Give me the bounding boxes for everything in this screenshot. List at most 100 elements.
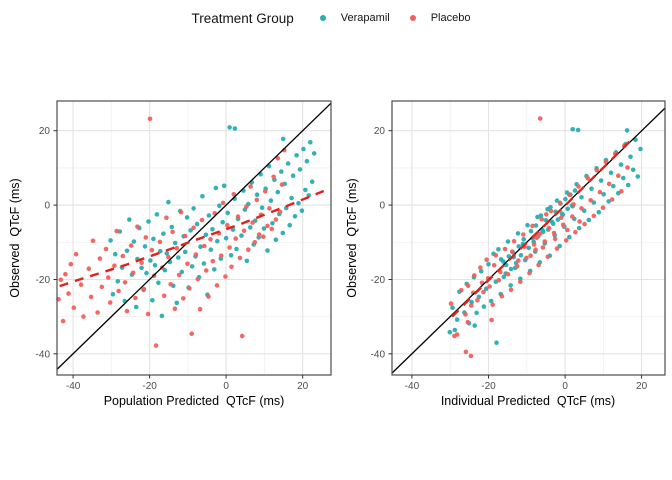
point-placebo xyxy=(95,310,100,315)
point-verapamil xyxy=(296,200,301,206)
point-verapamil xyxy=(308,140,313,145)
point-verapamil xyxy=(221,183,227,189)
point-placebo xyxy=(540,245,546,250)
point-verapamil xyxy=(515,231,521,236)
point-placebo xyxy=(567,192,572,197)
point-placebo xyxy=(265,223,270,229)
point-placebo xyxy=(252,240,258,245)
point-placebo xyxy=(544,212,549,217)
point-verapamil xyxy=(265,248,270,253)
point-placebo xyxy=(133,295,138,301)
point-verapamil xyxy=(279,169,284,174)
point-placebo xyxy=(130,270,136,276)
point-placebo xyxy=(168,282,173,287)
point-placebo xyxy=(78,282,84,287)
point-placebo xyxy=(208,237,213,242)
point-verapamil xyxy=(194,221,200,227)
point-verapamil xyxy=(450,305,455,310)
point-verapamil xyxy=(150,298,155,303)
point-verapamil xyxy=(208,247,214,252)
point-verapamil xyxy=(244,258,250,264)
point-verapamil xyxy=(625,182,631,188)
point-verapamil xyxy=(447,329,453,335)
point-placebo xyxy=(225,222,230,228)
point-verapamil xyxy=(565,206,570,212)
point-verapamil xyxy=(158,248,163,254)
point-verapamil xyxy=(606,199,611,204)
point-verapamil xyxy=(469,299,474,305)
point-placebo xyxy=(551,230,557,236)
point-placebo xyxy=(107,300,113,305)
point-placebo xyxy=(454,332,460,337)
point-placebo xyxy=(139,260,144,265)
point-placebo xyxy=(60,318,66,324)
point-placebo xyxy=(481,289,486,295)
point-placebo xyxy=(585,176,590,181)
point-placebo xyxy=(178,209,184,215)
x-tick-label: -40 xyxy=(66,381,81,392)
point-verapamil xyxy=(630,167,636,173)
placebo-dot-icon xyxy=(409,15,416,21)
point-verapamil xyxy=(124,248,130,254)
point-verapamil xyxy=(303,187,308,193)
point-placebo xyxy=(120,253,126,259)
point-placebo xyxy=(576,184,581,189)
point-verapamil xyxy=(172,240,178,246)
point-verapamil xyxy=(156,280,161,286)
point-verapamil xyxy=(290,173,296,178)
point-verapamil xyxy=(586,217,592,223)
point-placebo xyxy=(478,265,483,270)
point-placebo xyxy=(145,311,151,317)
point-verapamil xyxy=(521,237,526,242)
legend-item-placebo: Placebo xyxy=(409,12,470,24)
point-verapamil xyxy=(638,146,643,152)
point-verapamil xyxy=(108,238,113,243)
y-tick-label: 0 xyxy=(44,201,50,212)
point-verapamil xyxy=(508,283,513,288)
point-verapamil xyxy=(472,323,477,328)
point-placebo xyxy=(58,277,64,283)
point-placebo xyxy=(273,217,279,222)
y-tick-label: 0 xyxy=(379,201,385,212)
point-verapamil xyxy=(234,246,239,252)
point-placebo xyxy=(199,217,205,223)
x-axis-title-left: Population Predicted QTcF (ms) xyxy=(103,394,285,408)
point-placebo xyxy=(528,253,533,258)
point-verapamil xyxy=(505,239,511,244)
point-verapamil xyxy=(280,230,286,236)
point-verapamil xyxy=(287,222,292,228)
point-placebo xyxy=(518,279,523,284)
point-verapamil xyxy=(494,340,499,345)
legend-item-verapamil: Verapamil xyxy=(319,12,390,24)
point-placebo xyxy=(220,200,226,206)
point-placebo xyxy=(534,235,539,241)
point-placebo xyxy=(496,277,502,283)
point-verapamil xyxy=(154,212,160,217)
x-tick-label: 0 xyxy=(562,381,568,392)
point-placebo xyxy=(469,303,474,308)
point-verapamil xyxy=(152,263,158,268)
point-verapamil xyxy=(176,255,181,260)
x-tick-label: -40 xyxy=(405,381,420,392)
point-placebo xyxy=(197,306,203,312)
point-placebo xyxy=(254,197,260,203)
point-placebo xyxy=(128,243,134,248)
y-tick-label: -20 xyxy=(36,275,51,286)
point-verapamil xyxy=(496,247,501,252)
point-placebo xyxy=(164,215,169,220)
point-placebo xyxy=(202,243,207,249)
point-placebo xyxy=(239,333,245,339)
point-verapamil xyxy=(280,136,286,142)
point-verapamil xyxy=(133,304,139,310)
point-placebo xyxy=(537,116,543,121)
point-verapamil xyxy=(232,126,238,131)
point-placebo xyxy=(267,206,272,211)
point-verapamil xyxy=(297,167,303,172)
verapamil-dot-icon xyxy=(319,15,326,21)
point-verapamil xyxy=(191,206,196,211)
y-tick-label: -40 xyxy=(36,349,51,360)
point-placebo xyxy=(227,245,232,250)
point-placebo xyxy=(166,254,171,260)
point-placebo xyxy=(147,116,153,122)
